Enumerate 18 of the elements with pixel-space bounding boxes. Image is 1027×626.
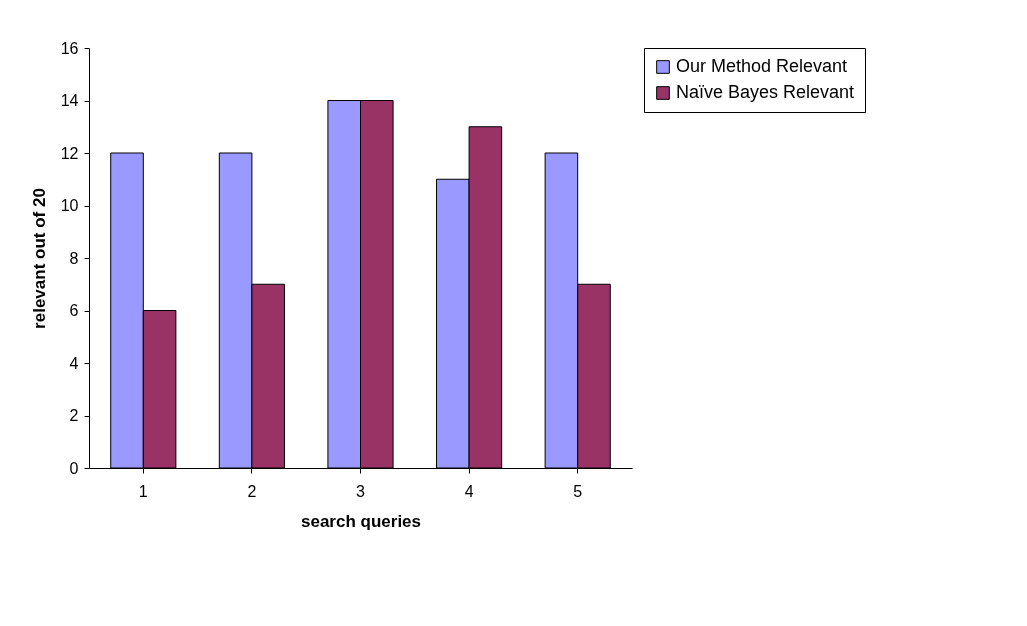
y-tick-label: 6 [69,302,79,319]
y-tick-label: 10 [60,197,79,214]
y-tick-label: 0 [69,459,79,477]
legend-label: Our Method Relevant [676,56,848,76]
x-tick-label: 3 [356,482,366,500]
y-tick-label: 12 [60,144,79,162]
legend-label: Naïve Bayes Relevant [676,82,855,102]
y-tick-label: 16 [60,39,79,57]
y-axis-title: relevant out of 20 [29,188,49,329]
y-tick-label: 4 [69,354,79,372]
y-tick-label: 14 [60,92,79,109]
x-tick-label: 5 [573,482,583,500]
x-tick-label: 1 [138,482,148,500]
y-tick-label: 8 [69,249,79,267]
x-tick-label: 2 [247,482,257,500]
x-tick-label: 4 [464,482,474,500]
y-tick-label: 2 [69,407,79,424]
x-axis-title: search queries [300,511,422,531]
